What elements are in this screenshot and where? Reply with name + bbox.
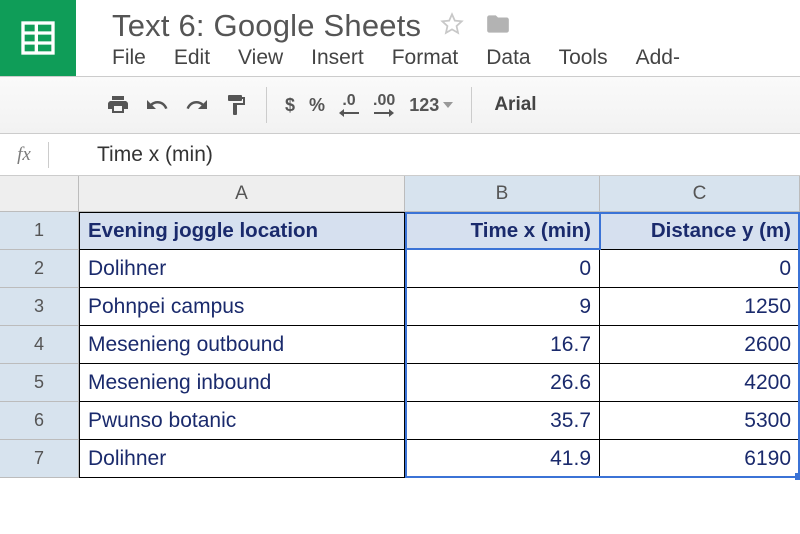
col-header-b[interactable]: B xyxy=(405,176,600,211)
cell[interactable]: 9 xyxy=(405,288,600,326)
chevron-down-icon xyxy=(443,102,453,108)
row-number[interactable]: 7 xyxy=(0,440,79,478)
menu-data[interactable]: Data xyxy=(486,46,530,70)
cell[interactable]: 0 xyxy=(600,250,800,288)
table-row: 6 Pwunso botanic 35.7 5300 xyxy=(0,402,800,440)
decrease-decimal-button[interactable]: .0 xyxy=(339,93,359,117)
print-icon[interactable] xyxy=(106,93,130,117)
sheets-logo xyxy=(0,0,76,76)
menu-insert[interactable]: Insert xyxy=(311,46,364,70)
table-row: 4 Mesenieng outbound 16.7 2600 xyxy=(0,326,800,364)
cell[interactable]: 1250 xyxy=(600,288,800,326)
cell[interactable]: Dolihner xyxy=(79,440,405,478)
fx-value[interactable]: Time x (min) xyxy=(49,143,213,167)
cell[interactable]: 0 xyxy=(405,250,600,288)
cell[interactable]: 6190 xyxy=(600,440,800,478)
cell[interactable]: 35.7 xyxy=(405,402,600,440)
menu-bar: File Edit View Insert Format Data Tools … xyxy=(112,46,800,70)
undo-icon[interactable] xyxy=(144,93,170,117)
spreadsheet: A B C 1 Evening joggle location Time x (… xyxy=(0,176,800,478)
increase-decimal-button[interactable]: .00 xyxy=(373,93,395,117)
paint-format-icon[interactable] xyxy=(224,92,248,118)
cell[interactable]: Time x (min) xyxy=(405,212,600,250)
col-header-c[interactable]: C xyxy=(600,176,800,211)
star-icon[interactable] xyxy=(439,11,465,42)
data-rows: 1 Evening joggle location Time x (min) D… xyxy=(0,212,800,478)
table-row: 2 Dolihner 0 0 xyxy=(0,250,800,288)
cell[interactable]: Mesenieng outbound xyxy=(79,326,405,364)
cell[interactable]: Evening joggle location xyxy=(79,212,405,250)
formula-bar: fx Time x (min) xyxy=(0,134,800,176)
cell[interactable]: 2600 xyxy=(600,326,800,364)
select-all-corner[interactable] xyxy=(0,176,79,212)
table-row: 7 Dolihner 41.9 6190 xyxy=(0,440,800,478)
cell[interactable]: 26.6 xyxy=(405,364,600,402)
cell[interactable]: Dolihner xyxy=(79,250,405,288)
cell[interactable]: 16.7 xyxy=(405,326,600,364)
row-number[interactable]: 2 xyxy=(0,250,79,288)
font-selector[interactable]: Arial xyxy=(472,94,536,116)
menu-file[interactable]: File xyxy=(112,46,146,70)
fx-label: fx xyxy=(0,144,48,166)
table-row: 5 Mesenieng inbound 26.6 4200 xyxy=(0,364,800,402)
cell[interactable]: 4200 xyxy=(600,364,800,402)
app-header: Text 6: Google Sheets File Edit View Ins… xyxy=(0,0,800,76)
cell[interactable]: Mesenieng inbound xyxy=(79,364,405,402)
cell[interactable]: 41.9 xyxy=(405,440,600,478)
number-format-label: 123 xyxy=(409,95,439,116)
format-percent-button[interactable]: % xyxy=(309,95,325,116)
column-headers: A B C xyxy=(0,176,800,212)
cell[interactable]: Pwunso botanic xyxy=(79,402,405,440)
table-row: 3 Pohnpei campus 9 1250 xyxy=(0,288,800,326)
menu-edit[interactable]: Edit xyxy=(174,46,210,70)
col-header-a[interactable]: A xyxy=(79,176,405,211)
menu-view[interactable]: View xyxy=(238,46,283,70)
row-number[interactable]: 5 xyxy=(0,364,79,402)
cell[interactable]: Distance y (m) xyxy=(600,212,800,250)
row-number[interactable]: 4 xyxy=(0,326,79,364)
doc-title[interactable]: Text 6: Google Sheets xyxy=(112,8,421,44)
cell[interactable]: Pohnpei campus xyxy=(79,288,405,326)
table-row: 1 Evening joggle location Time x (min) D… xyxy=(0,212,800,250)
number-format-button[interactable]: 123 xyxy=(409,95,453,116)
redo-icon[interactable] xyxy=(184,93,210,117)
folder-icon[interactable] xyxy=(483,11,513,42)
menu-format[interactable]: Format xyxy=(392,46,459,70)
row-number[interactable]: 3 xyxy=(0,288,79,326)
menu-addons[interactable]: Add- xyxy=(636,46,680,70)
format-currency-button[interactable]: $ xyxy=(285,95,295,116)
toolbar: $ % .0 .00 123 Arial xyxy=(0,76,800,134)
cell[interactable]: 5300 xyxy=(600,402,800,440)
row-number[interactable]: 1 xyxy=(0,212,79,250)
row-number[interactable]: 6 xyxy=(0,402,79,440)
menu-tools[interactable]: Tools xyxy=(559,46,608,70)
